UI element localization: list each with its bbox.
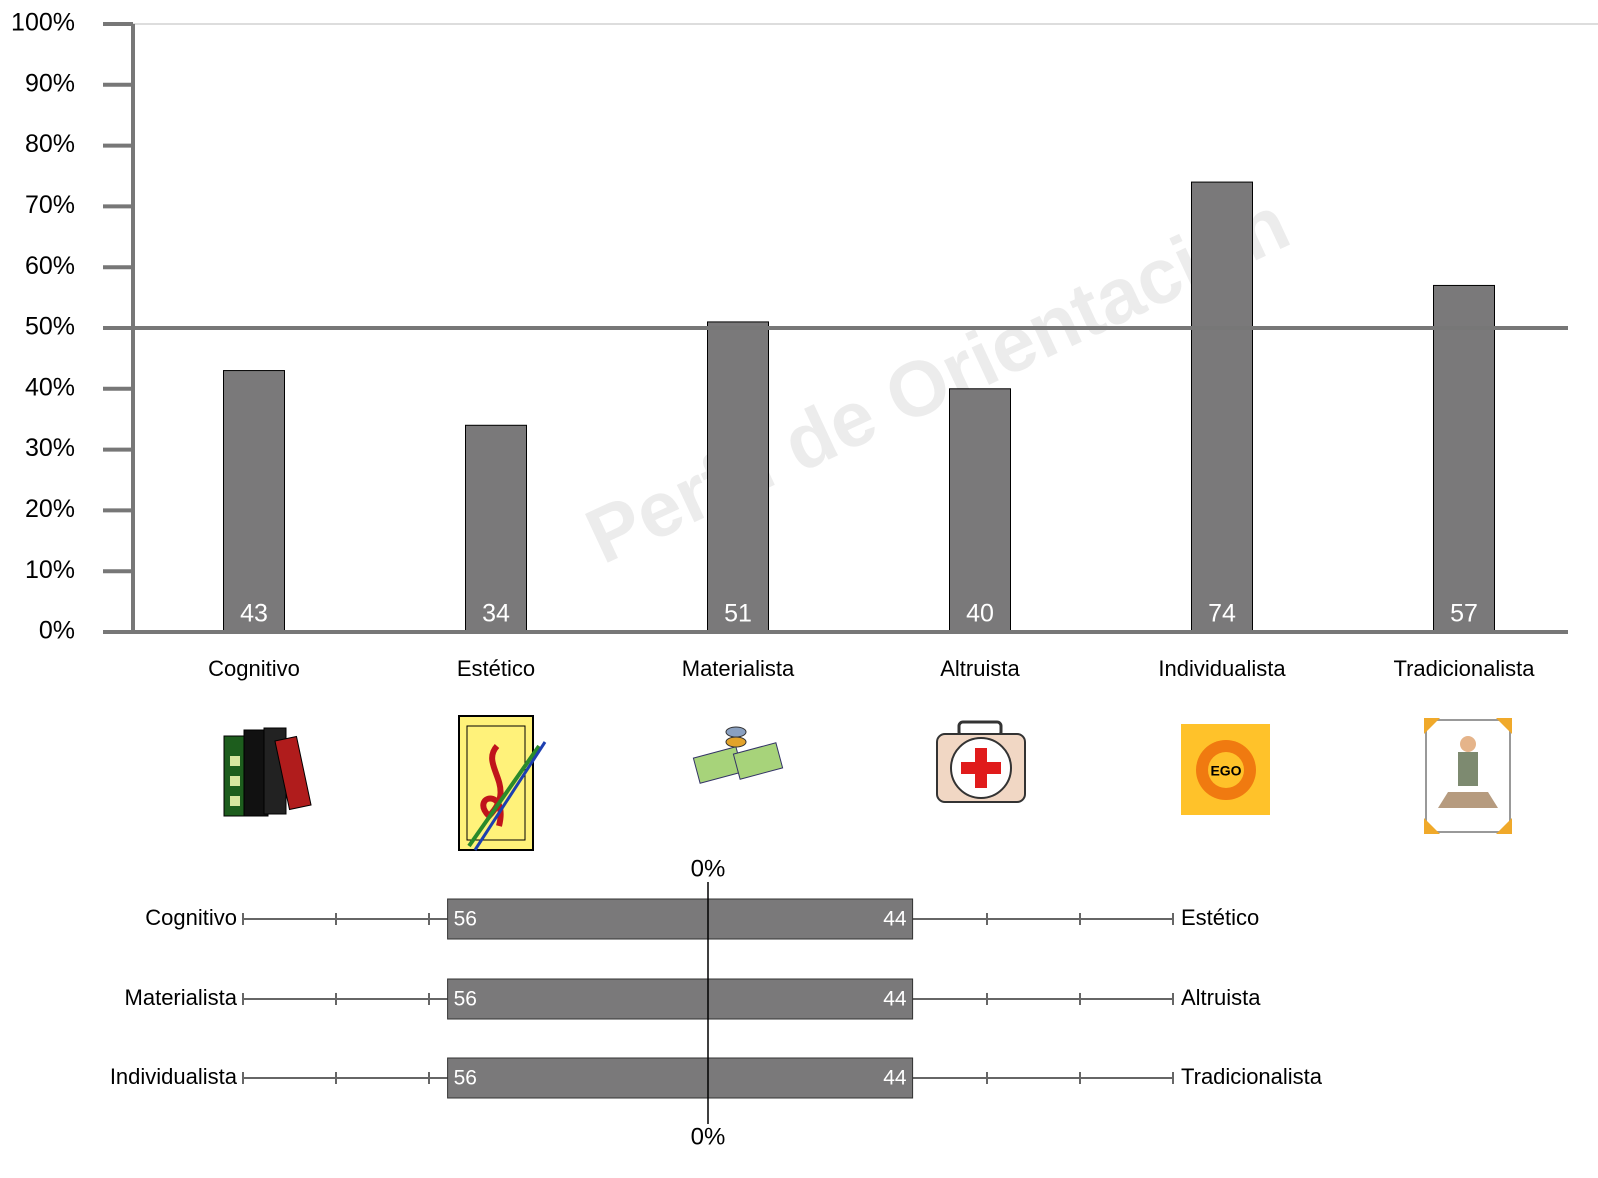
bar-left	[447, 978, 709, 1020]
bar	[1191, 181, 1253, 633]
bar-right	[707, 1057, 914, 1099]
x-tick-label: Materialista	[682, 656, 795, 681]
value-label: 56	[454, 1067, 477, 1090]
value-label: 44	[883, 988, 907, 1011]
value-label: 43	[240, 600, 268, 628]
y-tick-label: 30%	[25, 434, 75, 462]
value-label: 44	[883, 1067, 907, 1090]
bar	[949, 388, 1011, 633]
value-label: 56	[454, 988, 477, 1011]
icon-money	[692, 726, 784, 784]
y-tick-label: 60%	[25, 252, 75, 280]
left-label: Materialista	[125, 985, 238, 1010]
x-tick-label: Tradicionalista	[1393, 656, 1535, 681]
value-label: 56	[454, 908, 477, 931]
value-label: 34	[482, 600, 510, 628]
icon-music	[458, 715, 547, 851]
y-tick-label: 100%	[11, 9, 75, 37]
icon-ego-text: EGO	[1210, 763, 1241, 779]
center-label: 0%	[691, 1123, 726, 1150]
left-label: Individualista	[110, 1064, 238, 1089]
x-tick-label: Individualista	[1158, 656, 1286, 681]
x-tick-label: Cognitivo	[208, 656, 300, 681]
y-tick-label: 90%	[25, 69, 75, 97]
bar	[1433, 284, 1495, 633]
right-label: Estético	[1181, 905, 1259, 930]
y-tick-label: 10%	[25, 556, 75, 584]
x-tick-label: Altruista	[940, 656, 1020, 681]
icon-first-aid	[936, 720, 1026, 803]
right-label: Altruista	[1181, 985, 1261, 1010]
value-label: 51	[724, 600, 752, 628]
y-tick-label: 50%	[25, 313, 75, 341]
icon-meditation	[1424, 718, 1512, 834]
value-label: 57	[1450, 600, 1478, 628]
y-tick-label: 80%	[25, 130, 75, 158]
icon-ego: EGO	[1181, 724, 1270, 815]
x-tick-label: Estético	[457, 656, 535, 681]
right-label: Tradicionalista	[1181, 1064, 1323, 1089]
value-label: 74	[1208, 600, 1236, 628]
bar-right	[707, 978, 914, 1020]
bar-right	[707, 898, 914, 940]
y-tick-label: 0%	[39, 617, 75, 645]
bar-left	[447, 898, 709, 940]
icon-books	[223, 727, 312, 817]
y-tick-label: 20%	[25, 495, 75, 523]
value-label: 44	[883, 908, 907, 931]
y-tick-label: 70%	[25, 191, 75, 219]
bar-left	[447, 1057, 709, 1099]
y-tick-label: 40%	[25, 373, 75, 401]
bar	[465, 424, 527, 633]
center-label: 0%	[691, 855, 726, 882]
value-label: 40	[966, 600, 994, 628]
bar	[223, 370, 285, 633]
bar	[707, 321, 769, 633]
left-label: Cognitivo	[145, 905, 237, 930]
